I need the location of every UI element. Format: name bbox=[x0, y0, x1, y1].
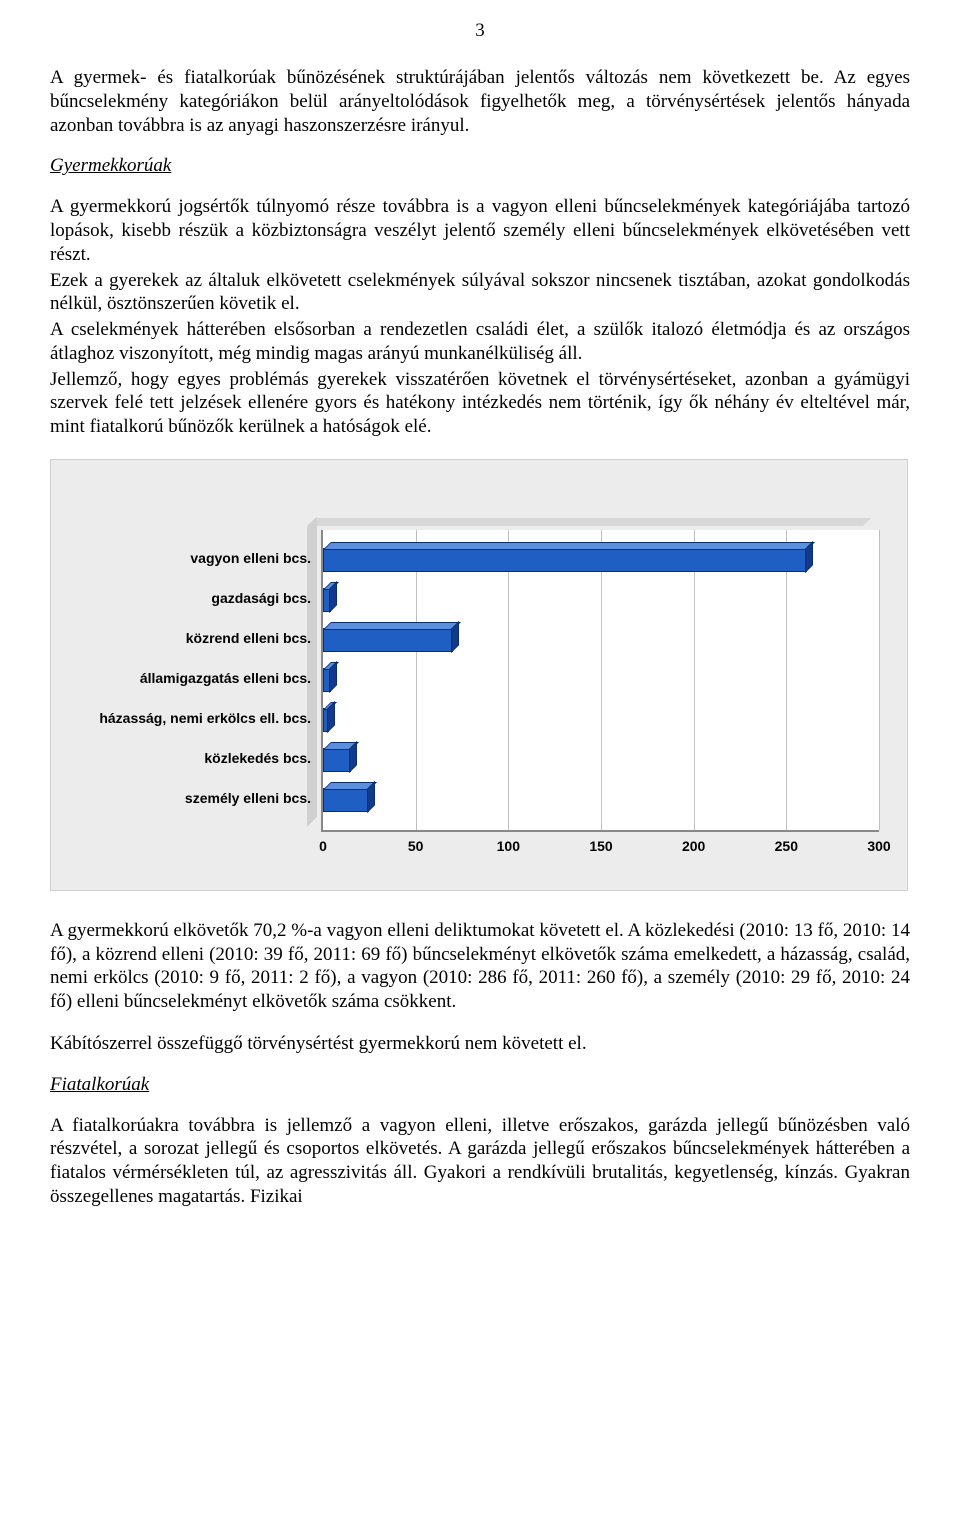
paragraph-5: A fiatalkorúakra továbbra is jellemző a … bbox=[50, 1114, 910, 1209]
chart-plot-area: 050100150200250300 bbox=[321, 530, 879, 832]
chart-bar bbox=[323, 708, 329, 732]
paragraph-2c: A cselekmények hátterében elsősorban a r… bbox=[50, 318, 910, 366]
section-title-fiatalkoruak: Fiatalkorúak bbox=[50, 1074, 910, 1096]
chart-category-label: közlekedés bcs. bbox=[204, 750, 311, 766]
chart-category-label: házasság, nemi erkölcs ell. bcs. bbox=[99, 710, 311, 726]
chart-bar-topface bbox=[323, 782, 377, 790]
chart-gridline bbox=[416, 530, 417, 830]
chart-gridline bbox=[601, 530, 602, 830]
chart-bar-topface bbox=[323, 622, 461, 630]
chart-bar-topface bbox=[323, 542, 815, 550]
chart-category-label: gazdasági bcs. bbox=[211, 590, 311, 606]
paragraph-2b: Ezek a gyerekek az általuk elkövetett cs… bbox=[50, 269, 910, 317]
chart-bar bbox=[323, 668, 331, 692]
chart-bar bbox=[323, 788, 369, 812]
paragraph-2d: Jellemző, hogy egyes problémás gyerekek … bbox=[50, 368, 910, 439]
chart-bar-row bbox=[323, 548, 807, 572]
chart-bar bbox=[323, 588, 331, 612]
chart-bar bbox=[323, 628, 453, 652]
paragraph-3: A gyermekkorú elkövetők 70,2 %-a vagyon … bbox=[50, 919, 910, 1014]
chart-category-label: közrend elleni bcs. bbox=[186, 630, 311, 646]
chart-xtick: 150 bbox=[589, 838, 612, 854]
chart-category-label: államigazgatás elleni bcs. bbox=[140, 670, 311, 686]
page-content: 3 A gyermek- és fiatalkorúak bűnözésének… bbox=[50, 0, 910, 1239]
chart-bar bbox=[323, 748, 351, 772]
section-title-gyermekkoruak: Gyermekkorúak bbox=[50, 155, 910, 177]
chart-bar-row bbox=[323, 788, 369, 812]
chart-xtick: 100 bbox=[497, 838, 520, 854]
bar-chart: 050100150200250300 vagyon elleni bcs.gaz… bbox=[50, 459, 908, 891]
chart-bar-row bbox=[323, 588, 331, 612]
chart-bar-row bbox=[323, 668, 331, 692]
chart-xtick: 50 bbox=[408, 838, 424, 854]
chart-bar-topface bbox=[323, 662, 339, 670]
paragraph-4: Kábítószerrel összefüggő törvénysértést … bbox=[50, 1032, 910, 1056]
chart-gridline bbox=[694, 530, 695, 830]
chart-gridline bbox=[508, 530, 509, 830]
chart-bar-row bbox=[323, 628, 453, 652]
chart-bar bbox=[323, 548, 807, 572]
chart-gridline bbox=[786, 530, 787, 830]
chart-bar-topface bbox=[323, 582, 339, 590]
chart-xtick: 300 bbox=[867, 838, 890, 854]
chart-xtick: 200 bbox=[682, 838, 705, 854]
chart-bar-row bbox=[323, 748, 351, 772]
paragraph-2a: A gyermekkorú jogsértők túlnyomó része t… bbox=[50, 195, 910, 266]
chart-xtick: 0 bbox=[319, 838, 327, 854]
chart-gridline bbox=[879, 530, 880, 830]
chart-category-label: vagyon elleni bcs. bbox=[190, 550, 311, 566]
chart-category-label: személy elleni bcs. bbox=[185, 790, 311, 806]
chart-bar-sideface bbox=[367, 781, 375, 813]
chart-bar-topface bbox=[323, 742, 359, 750]
paragraph-intro: A gyermek- és fiatalkorúak bűnözésének s… bbox=[50, 66, 910, 137]
chart-xtick: 250 bbox=[775, 838, 798, 854]
chart-bar-topface bbox=[323, 702, 337, 710]
page-number: 3 bbox=[50, 20, 910, 42]
chart-bar-row bbox=[323, 708, 329, 732]
